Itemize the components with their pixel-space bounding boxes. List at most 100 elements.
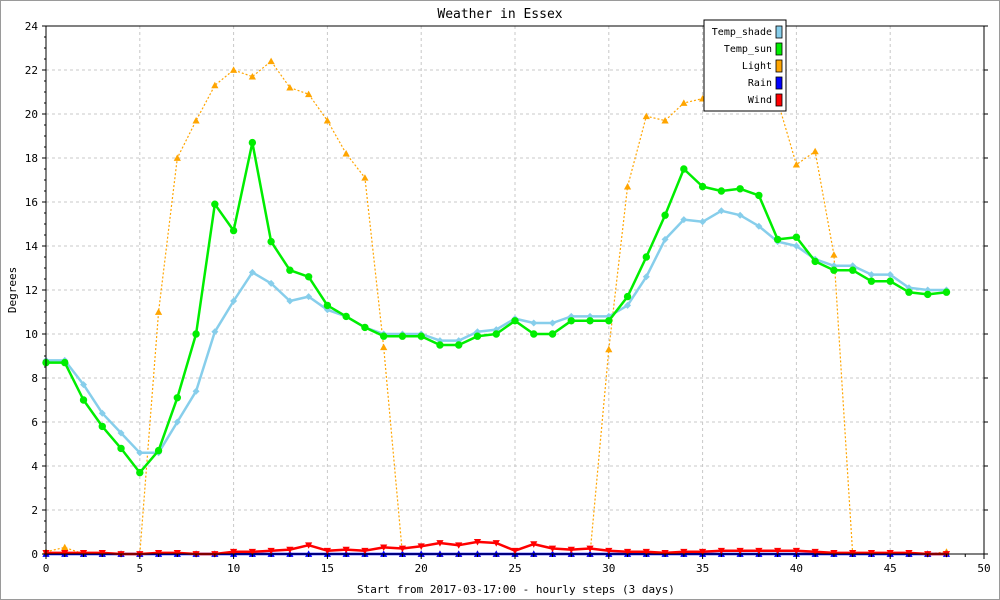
- data-point-temp-sun: [586, 317, 594, 325]
- data-point-temp-sun: [698, 182, 707, 191]
- data-point-wind: [623, 548, 632, 556]
- data-point-light: [792, 161, 800, 168]
- data-point-wind: [79, 550, 88, 557]
- data-point-light: [248, 73, 256, 80]
- data-point-temp-shade: [136, 449, 144, 457]
- data-point-temp-sun: [492, 330, 500, 338]
- data-point-wind: [736, 547, 744, 555]
- data-point-wind: [380, 544, 388, 551]
- data-point-wind: [792, 547, 800, 555]
- data-point-temp-sun: [905, 288, 913, 296]
- x-tick-label: 10: [227, 562, 240, 575]
- data-point-temp-shade: [117, 429, 125, 437]
- y-tick-label: 6: [31, 416, 38, 429]
- data-point-temp-sun: [548, 330, 557, 338]
- data-point-wind: [774, 547, 782, 555]
- series-line-light: [45, 60, 947, 555]
- series-temp-shade: [42, 207, 950, 457]
- legend-label-temp-sun: Temp_sun: [724, 44, 772, 55]
- y-tick-label: 24: [25, 20, 39, 33]
- data-point-wind: [849, 550, 857, 557]
- grid-lines: [46, 25, 984, 554]
- data-point-temp-sun: [173, 394, 182, 402]
- data-point-wind: [717, 547, 725, 555]
- data-point-wind: [173, 550, 181, 557]
- data-point-temp-sun: [886, 277, 894, 285]
- legend-box: [703, 19, 787, 112]
- legend: Temp_shade Temp_sun Light Rain Wind: [703, 19, 787, 112]
- series-line-temp-sun: [46, 141, 947, 474]
- data-point-wind: [455, 542, 463, 549]
- data-point-wind: [342, 546, 350, 554]
- data-point-temp-sun: [924, 290, 932, 299]
- data-point-wind: [511, 547, 519, 555]
- y-tick-label: 12: [25, 284, 38, 297]
- legend-swatch-light: [775, 59, 783, 73]
- data-point-wind: [661, 550, 669, 557]
- data-point-temp-sun: [304, 273, 313, 281]
- data-point-temp-sun: [830, 266, 838, 274]
- data-point-temp-shade: [624, 301, 632, 309]
- data-point-temp-shade: [98, 409, 106, 417]
- y-tick-label: 20: [25, 108, 38, 121]
- data-point-temp-sun: [417, 332, 425, 340]
- data-point-light: [267, 57, 275, 65]
- chart-title: Weather in Essex: [437, 7, 562, 22]
- data-point-wind: [492, 540, 500, 547]
- data-point-light: [642, 112, 650, 120]
- x-tick-label: 50: [977, 562, 990, 575]
- data-point-temp-shade: [286, 297, 294, 305]
- data-point-wind: [230, 548, 238, 556]
- data-point-wind: [98, 550, 106, 557]
- data-point-wind: [323, 547, 331, 555]
- data-point-temp-shade: [305, 293, 313, 301]
- data-point-light: [230, 66, 238, 73]
- data-point-temp-sun: [473, 332, 482, 340]
- data-point-light: [323, 117, 331, 124]
- data-point-light: [605, 345, 613, 353]
- data-point-light: [623, 183, 632, 190]
- data-point-temp-shade: [661, 235, 669, 243]
- data-point-temp-sun: [154, 446, 163, 455]
- y-tick-label: 2: [31, 504, 38, 517]
- x-tick-label: 35: [696, 562, 709, 575]
- data-point-wind: [886, 550, 894, 557]
- data-point-temp-sun: [661, 211, 669, 219]
- data-point-temp-sun: [436, 341, 444, 349]
- data-point-wind: [755, 547, 763, 555]
- data-point-temp-sun: [567, 317, 575, 325]
- data-point-light: [811, 147, 819, 155]
- data-point-temp-sun: [792, 233, 801, 241]
- data-point-wind: [905, 550, 913, 557]
- data-point-light: [380, 343, 388, 351]
- data-point-temp-sun: [61, 358, 69, 367]
- data-point-temp-shade: [699, 218, 707, 226]
- data-point-wind: [361, 547, 369, 555]
- data-point-temp-sun: [867, 277, 876, 285]
- data-point-light: [361, 174, 369, 181]
- x-axis-label: Start from 2017-03-17:00 - hourly steps …: [357, 583, 675, 596]
- x-tick-label: 40: [790, 562, 803, 575]
- data-point-wind: [417, 543, 425, 550]
- data-point-wind: [586, 545, 594, 553]
- data-point-wind: [567, 546, 575, 554]
- data-point-wind: [248, 548, 256, 556]
- x-tick-label: 15: [321, 562, 334, 575]
- data-point-temp-shade: [248, 268, 256, 276]
- data-point-wind: [699, 548, 707, 556]
- data-point-light: [342, 150, 350, 157]
- data-point-wind: [680, 548, 688, 556]
- legend-label-wind: Wind: [748, 95, 772, 106]
- data-point-temp-shade: [642, 273, 650, 281]
- x-tick-label: 30: [602, 562, 615, 575]
- data-point-temp-shade: [886, 271, 894, 279]
- data-point-temp-sun: [511, 317, 519, 325]
- data-point-temp-sun: [755, 191, 763, 200]
- data-point-temp-sun: [455, 341, 463, 349]
- x-tick-label: 5: [136, 562, 143, 575]
- legend-swatch-wind: [775, 93, 783, 107]
- data-point-temp-sun: [136, 468, 144, 477]
